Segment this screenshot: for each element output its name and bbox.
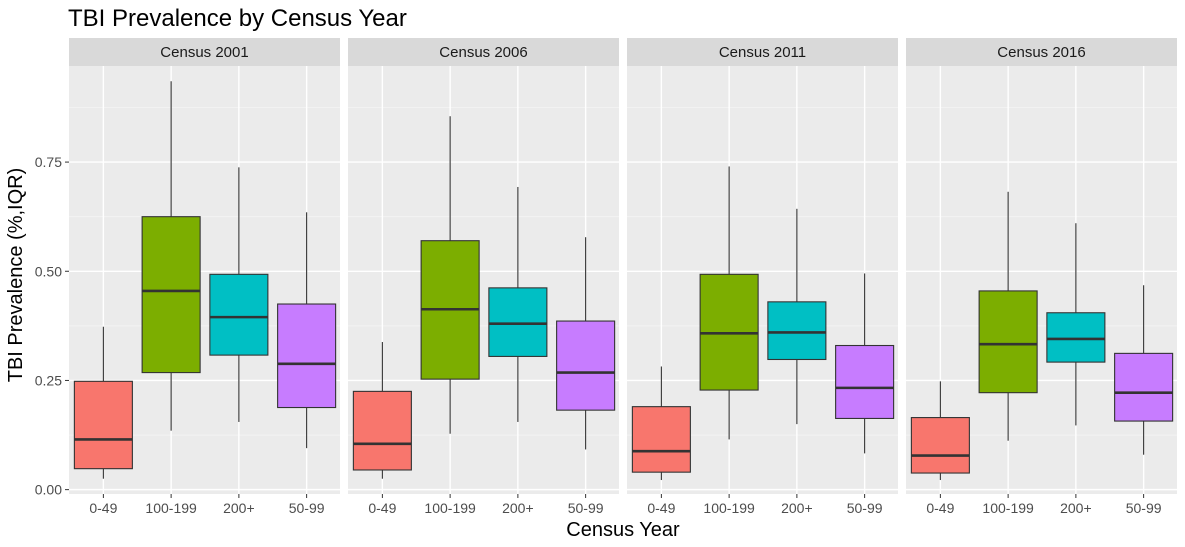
x-tick-label: 50-99: [289, 500, 325, 516]
box-body: [277, 303, 337, 409]
box-body: [978, 290, 1038, 394]
panel: Census 2016 0-49 100-199 200+ 50-99: [906, 38, 1177, 516]
x-tick-label: 200+: [223, 500, 255, 516]
x-tick-label: 50-99: [1126, 500, 1162, 516]
box-0-49: [73, 326, 133, 479]
box-50-99: [556, 237, 616, 450]
box-body: [141, 216, 201, 374]
x-tick-label: 50-99: [847, 500, 883, 516]
y-tick-label: 0.50: [35, 263, 62, 279]
panel-strip: [348, 38, 619, 66]
x-tick-label: 0-49: [368, 500, 396, 516]
x-tick-label: 0-49: [647, 500, 675, 516]
box-body: [73, 380, 133, 470]
x-tick-label: 100-199: [145, 500, 197, 516]
box-200+: [767, 208, 827, 425]
box-50-99: [1114, 285, 1174, 455]
box-body: [1046, 312, 1106, 363]
x-axis-title: Census Year: [566, 519, 680, 541]
panel-strip: [906, 38, 1177, 66]
x-tick-label: 200+: [1060, 500, 1092, 516]
x-tick-label: 100-199: [424, 500, 476, 516]
box-200+: [209, 167, 269, 422]
box-200+: [488, 186, 548, 422]
panel: Census 2011 0-49 100-199 200+ 50-99: [627, 38, 898, 516]
y-tick-label: 0.75: [35, 154, 62, 170]
x-tick-label: 100-199: [982, 500, 1034, 516]
panel-strip-label: Census 2011: [719, 44, 806, 61]
panel: Census 2006 0-49 100-199 200+ 50-99: [348, 38, 619, 516]
panel-strip: [627, 38, 898, 66]
box-body: [910, 417, 970, 474]
y-axis: 0.00 0.25 0.50 0.75: [35, 154, 69, 498]
box-50-99: [835, 273, 895, 454]
chart-title: TBI Prevalence by Census Year: [68, 5, 407, 32]
panel: Census 2001 0-49 100-199 200+ 50-99: [69, 38, 340, 516]
x-tick-label: 200+: [781, 500, 813, 516]
y-tick-label: 0.25: [35, 372, 62, 388]
y-tick-label: 0.00: [35, 482, 62, 498]
box-body: [767, 301, 827, 361]
box-100-199: [978, 191, 1038, 441]
box-body: [631, 406, 691, 473]
x-tick-label: 50-99: [568, 500, 604, 516]
y-axis-title: TBI Prevalence (%,IQR): [5, 168, 27, 383]
panel-strip: [69, 38, 340, 66]
box-100-199: [699, 166, 759, 440]
box-50-99: [277, 212, 337, 449]
panel-strip-label: Census 2006: [439, 44, 527, 61]
panel-strip-label: Census 2001: [160, 44, 248, 61]
box-100-199: [141, 81, 201, 431]
box-0-49: [631, 366, 691, 481]
box-0-49: [910, 381, 970, 481]
box-200+: [1046, 223, 1106, 426]
x-tick-label: 100-199: [703, 500, 755, 516]
box-body: [556, 320, 616, 411]
box-0-49: [352, 342, 412, 479]
x-tick-label: 0-49: [89, 500, 117, 516]
x-tick-label: 0-49: [926, 500, 954, 516]
panel-strip-label: Census 2016: [997, 44, 1085, 61]
box-body: [835, 344, 895, 419]
box-body: [1114, 352, 1174, 422]
box-body: [488, 287, 548, 357]
x-tick-label: 200+: [502, 500, 534, 516]
box-body: [352, 390, 412, 471]
box-body: [209, 273, 269, 356]
box-100-199: [420, 116, 480, 434]
